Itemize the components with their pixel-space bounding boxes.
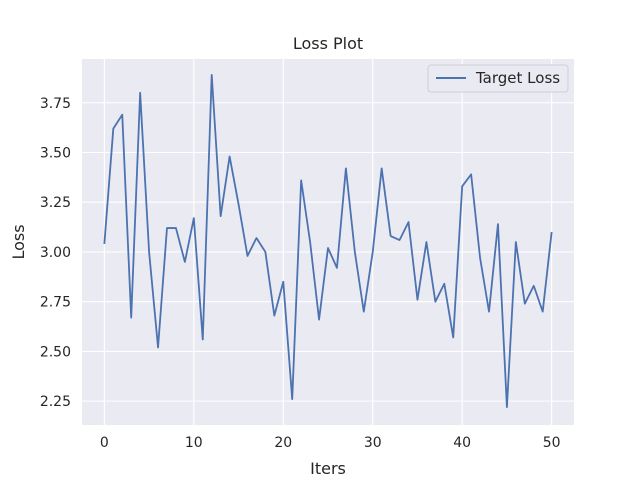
x-tick-label: 50 <box>543 435 561 451</box>
x-tick-label: 10 <box>185 435 203 451</box>
y-tick-label: 3.75 <box>40 96 71 112</box>
x-tick-label: 20 <box>274 435 292 451</box>
legend: Target Loss <box>427 64 569 93</box>
x-tick-label: 0 <box>100 435 109 451</box>
series-layer <box>103 74 553 409</box>
grid-lines <box>82 59 574 425</box>
legend-box <box>427 64 569 93</box>
y-tick-label: 3.00 <box>40 245 71 261</box>
plot-area <box>82 59 574 425</box>
y-tick-label: 2.75 <box>40 295 71 311</box>
series-line-target-loss <box>103 74 553 409</box>
x-tick-label: 30 <box>364 435 382 451</box>
x-tick-label: 40 <box>453 435 471 451</box>
y-axis-label: Loss <box>9 224 28 259</box>
chart-title: Loss Plot <box>293 34 363 53</box>
x-axis-ticks: 0 10 20 30 40 50 <box>100 435 561 451</box>
y-tick-label: 2.50 <box>40 344 71 360</box>
y-tick-label: 3.25 <box>40 195 71 211</box>
x-axis-label: Iters <box>310 459 346 478</box>
y-tick-label: 3.50 <box>40 145 71 161</box>
legend-label-target-loss: Target Loss <box>475 69 560 87</box>
y-axis-ticks: 2.25 2.50 2.75 3.00 3.25 3.50 3.75 <box>40 96 71 410</box>
y-tick-label: 2.25 <box>40 394 71 410</box>
